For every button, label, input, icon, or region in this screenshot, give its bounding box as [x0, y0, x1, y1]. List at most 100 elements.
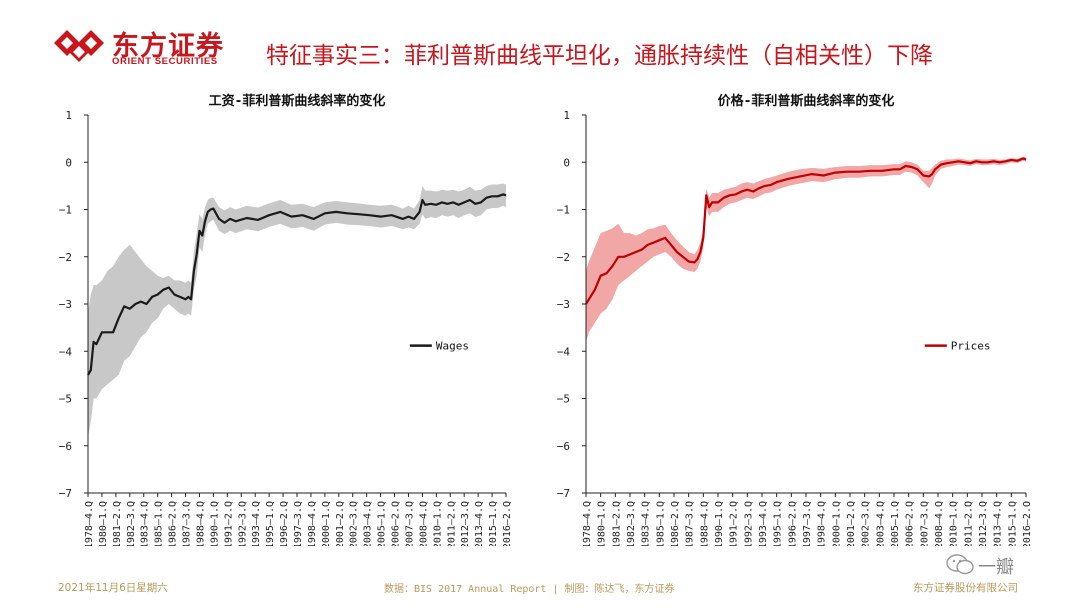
- x-tick-label: 1993–4.Q: [758, 501, 769, 546]
- x-tick-label: 2015–1.Q: [1007, 501, 1018, 546]
- wechat-watermark: 一瓣: [946, 551, 1026, 578]
- x-tick-label: 2000–1.Q: [831, 501, 842, 546]
- x-tick-label: 2006–2.Q: [905, 501, 916, 546]
- x-tick-label: 2011–2.Q: [963, 501, 974, 546]
- footer-date: 2021年11月6日星期六: [58, 582, 168, 594]
- series-line: [87, 193, 507, 376]
- y-tick-label: −1: [557, 204, 570, 217]
- y-tick-label: −2: [59, 251, 72, 264]
- x-tick-label: 1996–2.Q: [279, 501, 290, 546]
- x-tick-label: 2007–3.Q: [405, 501, 416, 546]
- x-tick-label: 1982–3.Q: [126, 501, 137, 546]
- x-tick-label: 1982–3.Q: [626, 501, 637, 546]
- y-tick-label: −3: [557, 298, 570, 311]
- y-tick-label: −7: [59, 487, 72, 500]
- x-tick-label: 2008–4.Q: [934, 501, 945, 546]
- y-tick-label: −6: [557, 440, 570, 453]
- confidence-band: [88, 183, 506, 437]
- slide-title: 特征事实三：菲利普斯曲线平坦化，通胀持续性（自相关性）下降: [266, 43, 933, 69]
- x-tick-label: 1978–4.Q: [582, 501, 593, 546]
- legend-label: Wages: [436, 340, 469, 353]
- x-tick-label: 1985–1.Q: [655, 501, 666, 546]
- y-tick-label: −2: [557, 251, 570, 264]
- footer-source: 数据：BIS 2017 Annual Report | 制图：陈达飞，东方证券: [384, 584, 675, 595]
- x-tick-label: 2010–1.Q: [949, 501, 960, 546]
- x-tick-label: 2002–3.Q: [349, 501, 360, 546]
- x-tick-label: 2010–1.Q: [432, 501, 443, 546]
- orient-logo-icon: [54, 30, 104, 62]
- chart-title: 工资-菲利普斯曲线斜率的变化: [209, 93, 386, 109]
- legend-label: Prices: [951, 340, 991, 353]
- x-tick-label: 1981–2.Q: [112, 501, 123, 546]
- logo-chinese-text: 东方证券: [112, 31, 224, 62]
- y-tick-label: 0: [563, 156, 570, 169]
- x-tick-label: 1991–2.Q: [223, 501, 234, 546]
- x-tick-label: 2001–2.Q: [335, 501, 346, 546]
- x-tick-label: 1988–4.Q: [196, 501, 207, 546]
- x-tick-label: 1983–4.Q: [641, 501, 652, 546]
- x-tick-label: 2015–1.Q: [488, 501, 499, 546]
- x-tick-label: 1997–3.Q: [293, 501, 304, 546]
- y-tick-label: −5: [59, 393, 72, 406]
- y-tick-label: 1: [563, 109, 570, 122]
- x-tick-label: 2003–4.Q: [875, 501, 886, 546]
- x-tick-label: 1998–4.Q: [307, 501, 318, 546]
- prices-chart: 价格-菲利普斯曲线斜率的变化 1 0 −1 −2 −3 −4 −5 −6 −7 1978–4.Q 19…: [540, 86, 1033, 550]
- x-tick-label: 1990–1.Q: [209, 501, 220, 546]
- series-line: [585, 157, 1027, 305]
- x-tick-label: 2016–2.Q: [502, 501, 513, 546]
- watermark-text: 一瓣: [978, 557, 1014, 578]
- x-tick-label: 2016–2.Q: [1022, 501, 1030, 546]
- x-tick-label: 2007–3.Q: [919, 501, 930, 546]
- x-tick-label: 2008–4.Q: [418, 501, 429, 546]
- x-tick-label: 1985–1.Q: [154, 501, 165, 546]
- y-tick-label: 0: [65, 156, 72, 169]
- y-tick-label: −7: [557, 487, 570, 500]
- x-tick-label: 1992–3.Q: [237, 501, 248, 546]
- confidence-band: [586, 156, 1026, 342]
- x-tick-label: 2002–3.Q: [861, 501, 872, 546]
- x-tick-label: 2013–4.Q: [474, 501, 485, 546]
- y-tick-label: −5: [557, 393, 570, 406]
- x-tick-label: 1986–2.Q: [168, 501, 179, 546]
- x-tick-label: 1992–3.Q: [743, 501, 754, 546]
- y-tick-label: −4: [59, 345, 73, 358]
- x-tick-label: 1988–4.Q: [699, 501, 710, 546]
- x-tick-label: 2005–1.Q: [377, 501, 388, 546]
- x-tick-label: 1986–2.Q: [670, 501, 681, 546]
- y-tick-label: 1: [65, 109, 72, 122]
- x-tick-label: 2005–1.Q: [890, 501, 901, 546]
- x-tick-label: 2001–2.Q: [846, 501, 857, 546]
- x-tick-label: 2000–1.Q: [321, 501, 332, 546]
- y-tick-label: −4: [557, 345, 571, 358]
- x-tick-label: 1993–4.Q: [251, 501, 262, 546]
- wechat-icon: [946, 554, 974, 575]
- wages-chart: 工资-菲利普斯曲线斜率的变化 1 0 −1 −2 −3 −4 −5 −6 −7 1978–4.Q 19…: [42, 86, 522, 550]
- x-tick-label: 2006–2.Q: [391, 501, 402, 546]
- chart-title: 价格-菲利普斯曲线斜率的变化: [718, 93, 895, 109]
- company-logo: 东方证券 ORIENT SECURITIES: [52, 24, 252, 70]
- x-tick-label: 1978–4.Q: [84, 501, 95, 546]
- x-tick-label: 1998–4.Q: [817, 501, 828, 546]
- slide-header: 东方证券 ORIENT SECURITIES 特征事实三：菲利普斯曲线平坦化，通…: [0, 0, 1080, 80]
- x-tick-label: 1995–1.Q: [773, 501, 784, 546]
- y-tick-label: −1: [59, 204, 72, 217]
- y-tick-label: −6: [59, 440, 72, 453]
- x-tick-label: 1983–4.Q: [140, 501, 151, 546]
- x-tick-label: 1995–1.Q: [265, 501, 276, 546]
- x-tick-label: 2012–3.Q: [460, 501, 471, 546]
- x-tick-label: 2003–4.Q: [363, 501, 374, 546]
- x-tick-label: 1980–1.Q: [98, 501, 109, 546]
- y-tick-label: −3: [59, 298, 72, 311]
- x-tick-label: 1997–3.Q: [802, 501, 813, 546]
- x-tick-label: 2013–4.Q: [993, 501, 1004, 546]
- x-tick-label: 1987–3.Q: [182, 501, 193, 546]
- x-tick-label: 2012–3.Q: [978, 501, 989, 546]
- footer-company: 东方证券股份有限公司: [913, 582, 1018, 594]
- x-tick-label: 1990–1.Q: [714, 501, 725, 546]
- prices-chart-svg: 价格-菲利普斯曲线斜率的变化 1 0 −1 −2 −3 −4 −5 −6 −7 1978–4.Q 19…: [557, 93, 1033, 549]
- x-tick-label: 2011–2.Q: [446, 501, 457, 546]
- x-tick-label: 1991–2.Q: [729, 501, 740, 546]
- x-tick-label: 1981–2.Q: [611, 501, 622, 546]
